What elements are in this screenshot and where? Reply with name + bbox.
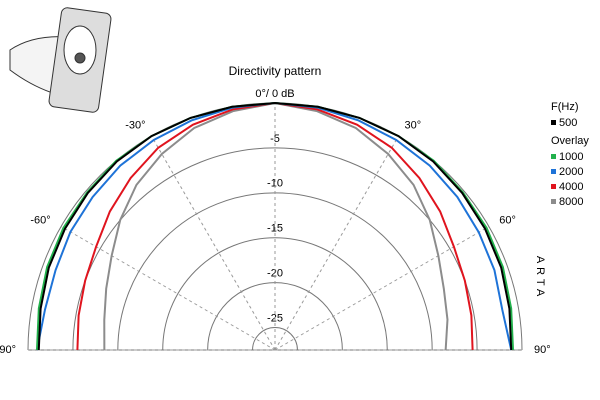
speaker-icon [9,7,112,113]
grid-spoke [274,226,490,351]
angle-tick-label: -30° [125,120,145,132]
legend-title: F(Hz) [551,101,579,113]
grid-spoke [274,135,399,351]
legend-label: 2000 [559,166,583,178]
grid-ring [72,147,478,351]
angle-tick-label: -90° [0,344,16,356]
grid-spoke [151,135,276,351]
angle-tick-label: 0°/ 0 dB [255,88,294,100]
r-tick-label: -10 [267,178,283,190]
legend-swatch [551,199,556,204]
legend-label: 1000 [559,151,583,163]
series-line [37,101,513,351]
legend-label: 8000 [559,196,583,208]
legend-label: 500 [559,117,577,129]
angle-tick-label: 60° [499,214,516,226]
watermark: ARTA [534,256,546,300]
legend-swatch [551,184,556,189]
r-tick-label: -20 [267,268,283,280]
legend-swatch [551,169,556,174]
angle-tick-label: 30° [405,120,422,132]
angle-tick-label: -60° [30,214,50,226]
chart-title: Directivity pattern [229,64,322,78]
grid-ring [252,327,298,351]
legend-title: Overlay [551,135,589,147]
angle-tick-label: 90° [534,344,551,356]
legend-swatch [551,154,556,159]
legend-swatch [551,120,556,125]
grid-spoke [60,226,276,351]
legend-label: 4000 [559,181,583,193]
grid-ring [162,237,388,351]
